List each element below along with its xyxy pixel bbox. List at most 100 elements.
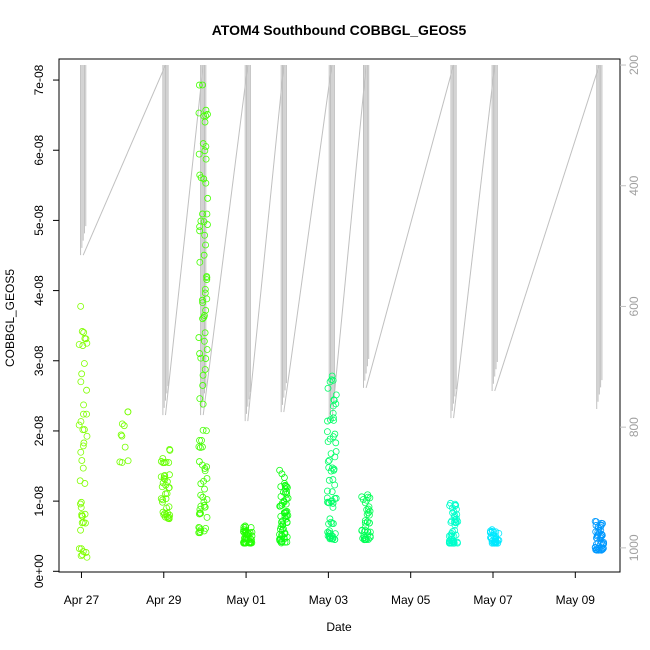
data-point <box>77 418 85 425</box>
data-point <box>160 511 168 519</box>
data-point <box>197 491 205 499</box>
data-point <box>204 194 212 202</box>
data-point <box>591 543 599 551</box>
y-tick-label: 7e-08 <box>32 64 46 95</box>
data-point <box>196 258 204 266</box>
data-point <box>196 171 204 179</box>
data-point <box>242 535 250 543</box>
data-point <box>200 112 208 120</box>
data-point <box>447 519 455 526</box>
x-tick-label: Apr 29 <box>146 593 182 607</box>
data-point <box>281 512 289 520</box>
data-point <box>598 544 606 552</box>
data-point <box>202 155 210 163</box>
data-point <box>329 503 337 511</box>
data-point <box>75 421 83 429</box>
data-point <box>80 439 88 447</box>
y-tick-label: 6e-08 <box>32 135 46 166</box>
data-point <box>202 241 209 249</box>
plot-frame <box>58 58 621 573</box>
right-tick-label: 600 <box>627 296 641 316</box>
data-point <box>200 218 208 226</box>
data-point <box>199 299 207 307</box>
data-point <box>324 428 331 436</box>
data-point <box>452 501 460 509</box>
data-point <box>197 354 205 362</box>
pressure-transit-line <box>283 64 333 413</box>
data-point <box>487 535 495 543</box>
data-point <box>200 251 208 259</box>
data-point <box>324 458 332 465</box>
data-point <box>201 465 209 472</box>
data-point <box>83 432 91 440</box>
data-point <box>83 339 91 347</box>
y-axis-label: COBBGL_GEOS5 <box>3 269 17 367</box>
data-point <box>201 147 209 155</box>
data-point <box>446 539 453 547</box>
y-tick-label: 5e-08 <box>32 205 46 236</box>
data-point <box>329 433 337 441</box>
data-point <box>78 328 86 335</box>
data-point <box>196 524 204 532</box>
data-point <box>77 448 85 456</box>
data-point <box>597 522 605 530</box>
data-point <box>201 329 209 337</box>
data-point <box>454 518 462 525</box>
data-point <box>203 475 211 482</box>
data-point <box>282 489 289 496</box>
data-point <box>196 436 203 444</box>
data-point <box>328 488 336 496</box>
right-tick-label: 1000 <box>627 534 641 561</box>
data-point <box>241 539 249 547</box>
data-point <box>599 541 607 549</box>
data-point <box>80 329 88 336</box>
pressure-transit-line <box>164 64 204 416</box>
data-point <box>595 524 603 532</box>
data-point <box>75 341 83 348</box>
data-point <box>196 529 204 537</box>
data-point <box>166 471 173 479</box>
data-point <box>450 533 458 540</box>
data-point <box>124 457 132 465</box>
data-point <box>164 514 172 522</box>
data-point <box>159 498 166 506</box>
data-point <box>592 518 600 526</box>
data-point <box>118 420 126 428</box>
data-point <box>365 519 373 527</box>
data-point <box>600 540 608 548</box>
data-point <box>199 426 207 434</box>
pressure-transit-line <box>365 64 455 389</box>
data-point <box>363 496 371 504</box>
data-point <box>158 483 166 491</box>
data-point <box>79 426 87 434</box>
data-point <box>201 366 209 373</box>
pressure-profile-lines <box>80 64 603 422</box>
data-point <box>450 539 458 547</box>
data-point <box>278 538 286 546</box>
data-point <box>280 525 287 533</box>
data-point <box>283 519 291 527</box>
data-point <box>196 458 203 465</box>
data-point <box>594 531 602 539</box>
data-point <box>324 417 331 425</box>
data-point <box>81 480 89 487</box>
x-tick-label: May 05 <box>391 593 431 607</box>
data-point <box>326 378 334 386</box>
data-point <box>199 382 207 389</box>
data-point <box>283 490 291 498</box>
data-point <box>77 378 85 386</box>
y-axis: 0e+00 1e-08 2e-08 3e-08 4e-08 5e-08 6e-08 7e-08 <box>32 64 59 588</box>
data-point <box>488 537 496 545</box>
data-point <box>164 509 171 517</box>
data-point <box>80 360 88 367</box>
right-tick-label: 200 <box>627 55 641 75</box>
data-point <box>358 493 366 501</box>
data-point <box>453 538 461 546</box>
data-point <box>325 499 332 507</box>
data-point <box>195 443 203 451</box>
data-point <box>328 372 336 380</box>
data-point <box>281 509 288 517</box>
data-point <box>280 534 288 542</box>
pressure-transit-line <box>247 64 285 422</box>
